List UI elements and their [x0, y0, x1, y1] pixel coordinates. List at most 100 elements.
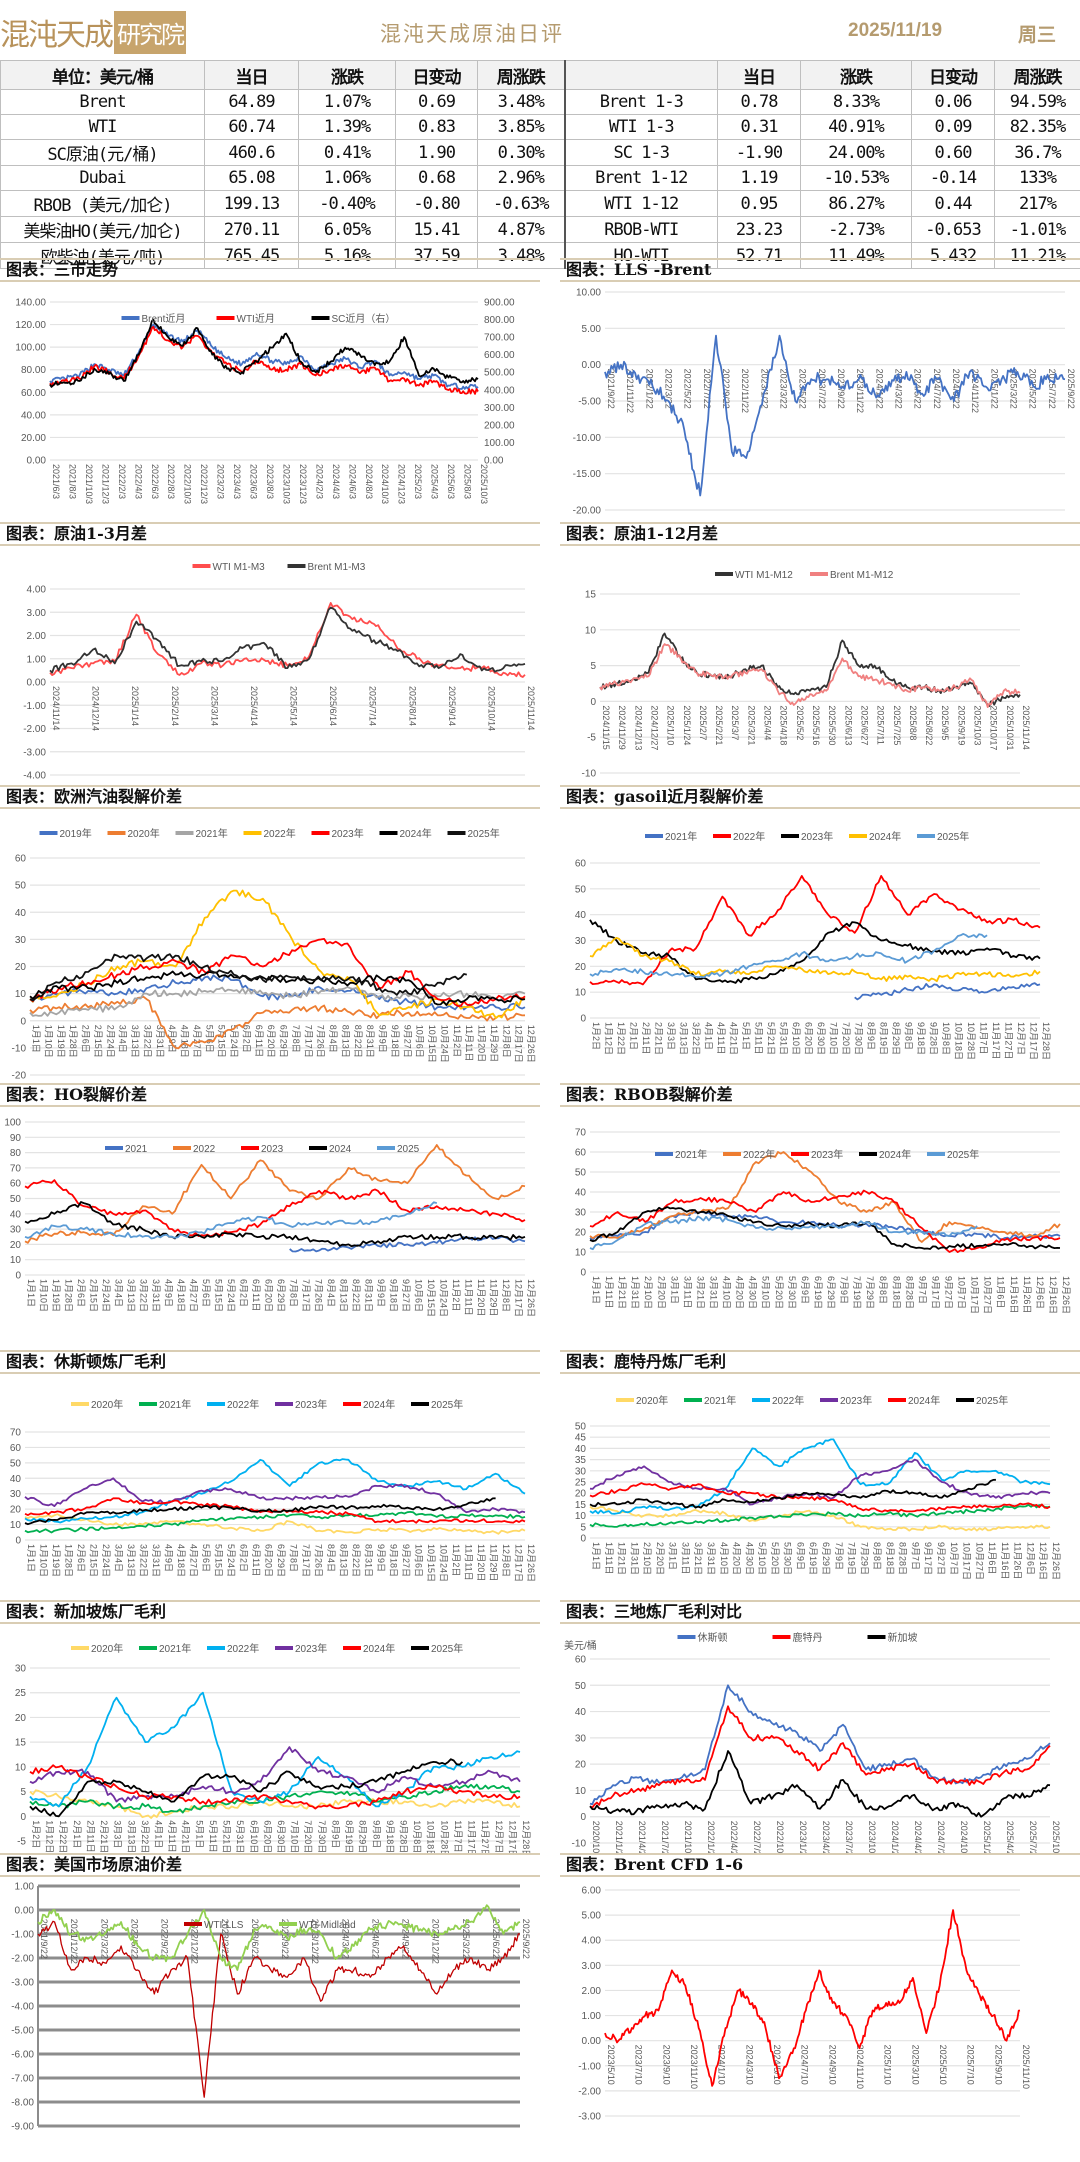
x-tick-label: 7月17日: [301, 1544, 311, 1577]
y-tick-label: 25: [15, 1688, 27, 1699]
y-tick-label: 30: [575, 936, 587, 947]
x-tick-label: 5月21日: [222, 1820, 232, 1853]
y-tick-label: -15.00: [573, 469, 602, 480]
y-right-tick-label: 300.00: [484, 403, 515, 414]
x-tick-label: 3月13日: [126, 1279, 136, 1312]
x-tick-label: 4月20日: [732, 1542, 742, 1575]
x-tick-label: 2024/7/22: [932, 369, 942, 409]
x-tick-label: 11月2日: [451, 1279, 461, 1311]
series-line: [24, 1144, 526, 1244]
x-tick-label: 2025/9/19: [956, 705, 966, 745]
y-tick-label: -6.00: [11, 2050, 34, 2061]
x-tick-label: 1月28日: [68, 1025, 78, 1058]
legend-label: 2025年: [431, 1398, 463, 1411]
legend-label: 2024年: [879, 1148, 911, 1161]
cell: 日变动: [911, 60, 995, 90]
x-tick-label: 7月29日: [865, 1276, 875, 1309]
y-tick-label: 40: [575, 1188, 587, 1199]
cell: 当日: [204, 60, 299, 90]
series-line: [24, 1497, 526, 1524]
x-tick-label: 3月11日: [682, 1276, 692, 1308]
x-tick-label: 7月8日: [289, 1544, 299, 1572]
series-line: [29, 1758, 464, 1818]
chart-title: 图表：鹿特丹炼厂毛利: [560, 1350, 1080, 1374]
series-line: [49, 325, 479, 395]
x-tick-label: 12月28日: [521, 1820, 531, 1853]
y-tick-label: 40: [15, 908, 27, 919]
x-tick-label: 2025/9/22: [1066, 369, 1076, 409]
series-line: [49, 323, 479, 390]
x-tick-label: 2024/12/27: [649, 705, 659, 750]
x-tick-label: 2025/5/14: [289, 686, 299, 726]
legend-label: 2025年: [468, 827, 500, 840]
x-tick-label: 5月24日: [229, 1025, 239, 1058]
y-tick-label: 70: [10, 1428, 22, 1439]
x-tick-label: 9月27日: [402, 1025, 412, 1058]
y-tick-label: 40: [10, 1474, 22, 1485]
cell: 日变动: [395, 60, 478, 90]
x-tick-label: 9月17日: [930, 1276, 940, 1309]
legend-label: 2021年: [675, 1148, 707, 1161]
x-tick-label: 2024/6/22: [370, 1919, 380, 1959]
x-tick-label: 2022/2/3: [117, 464, 127, 499]
x-tick-label: 2025/6/27: [859, 705, 869, 745]
x-tick-label: 5月1日: [194, 1820, 204, 1848]
legend-label: 2025年: [947, 1148, 979, 1161]
y-tick-label: -10: [582, 769, 597, 780]
y-tick-label: -1.00: [23, 701, 46, 712]
x-tick-label: 8月22日: [353, 1025, 363, 1058]
y-tick-label: 40: [575, 1444, 587, 1455]
x-tick-label: 4月10日: [719, 1542, 729, 1575]
x-tick-label: 12月26日: [526, 1279, 536, 1317]
x-tick-label: 5月6日: [201, 1544, 211, 1572]
x-tick-label: 11月11日: [464, 1279, 474, 1316]
cell: 1.90: [395, 139, 478, 166]
series-line: [24, 1201, 438, 1240]
y-tick-label: 40: [575, 910, 587, 921]
x-tick-label: 2月15日: [89, 1544, 99, 1577]
x-tick-label: 6月30日: [276, 1820, 286, 1853]
series-line: [37, 1904, 521, 1971]
page-title: 混沌天成原油日评: [380, 22, 564, 46]
y-tick-label: 0: [590, 697, 596, 708]
x-tick-label: 9月18日: [389, 1279, 399, 1312]
x-tick-label: 3月22日: [691, 1022, 701, 1055]
x-tick-label: 6月10日: [249, 1820, 259, 1853]
cell: 217%: [994, 190, 1080, 217]
x-tick-label: 2月6日: [76, 1279, 86, 1307]
x-tick-label: 3月22日: [139, 1544, 149, 1577]
y-axis-label: 美元/桶: [564, 1639, 597, 1652]
cell: 4.87%: [477, 216, 566, 243]
x-tick-label: 11月20日: [476, 1279, 486, 1316]
x-tick-label: 2023/11/22: [855, 369, 865, 413]
cell: 0.95: [717, 190, 801, 217]
x-tick-label: 12月17日: [514, 1025, 524, 1063]
x-tick-label: 1月1日: [31, 1025, 41, 1053]
series-line: [49, 318, 479, 388]
x-tick-label: 5月31日: [779, 1022, 789, 1055]
x-tick-label: 8月19日: [879, 1022, 889, 1055]
x-tick-label: 3月22日: [139, 1279, 149, 1312]
x-tick-label: 10月24日: [439, 1025, 449, 1063]
y-tick-label: 50: [10, 1194, 22, 1205]
y-tick-label: 0: [15, 1271, 21, 1282]
y-tick-label: 20: [10, 1505, 22, 1516]
legend-label: 2021年: [159, 1642, 191, 1655]
x-tick-label: 10月27日: [974, 1542, 984, 1580]
x-tick-label: 4月18日: [180, 1025, 190, 1058]
x-tick-label: 2024/11/22: [970, 369, 980, 413]
legend-label: 新加坡: [888, 1631, 918, 1644]
series-line: [589, 1189, 1061, 1254]
report-date: 2025/11/19: [848, 20, 943, 41]
x-tick-label: 2023/9/10: [661, 2045, 671, 2085]
x-tick-label: 1月31日: [629, 1542, 639, 1575]
y-tick-label: 50: [575, 1681, 587, 1692]
x-tick-label: 10月15日: [426, 1544, 436, 1582]
series-line: [589, 1503, 1051, 1528]
x-tick-label: 8月8日: [878, 1276, 888, 1304]
cell: 8.33%: [800, 89, 912, 115]
x-tick-label: 8月31日: [364, 1279, 374, 1312]
x-tick-label: 2021/11/22: [625, 369, 635, 413]
y-tick-label: 30: [15, 1664, 27, 1675]
x-tick-label: 6月9日: [795, 1542, 805, 1570]
